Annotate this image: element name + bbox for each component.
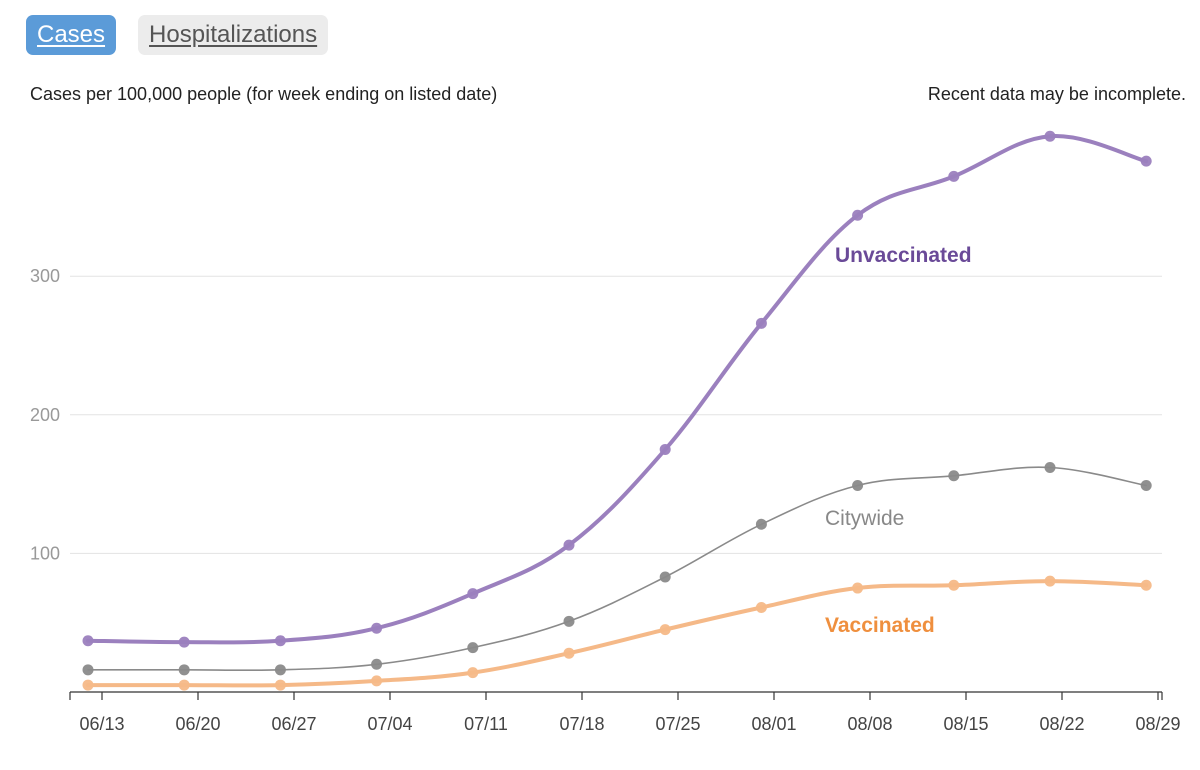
vaccinated-point[interactable]	[1044, 575, 1056, 587]
vaccinated-point[interactable]	[82, 679, 94, 691]
citywide-point[interactable]	[178, 664, 190, 676]
vaccinated-point[interactable]	[1140, 579, 1152, 591]
x-tick-label: 06/13	[79, 714, 124, 734]
x-tick-label: 07/11	[464, 714, 508, 734]
grid-lines	[70, 275, 1162, 554]
unvaccinated-series-label: Unvaccinated	[835, 244, 972, 267]
series-labels: Unvaccinated Citywide Vaccinated	[825, 244, 972, 637]
x-tick-label: 08/01	[751, 714, 796, 734]
unvaccinated-point[interactable]	[563, 539, 575, 551]
vaccinated-series-label: Vaccinated	[825, 614, 935, 637]
citywide-point[interactable]	[1140, 479, 1152, 491]
x-tick-label: 08/22	[1039, 714, 1084, 734]
tab-cases[interactable]: Cases	[26, 15, 117, 55]
vaccinated-point[interactable]	[755, 601, 767, 613]
tab-hospitalizations[interactable]: Hospitalizations	[138, 15, 329, 55]
x-tick-label: 07/18	[559, 714, 604, 734]
citywide-point[interactable]	[371, 658, 383, 670]
citywide-point[interactable]	[563, 615, 575, 627]
citywide-series-label: Citywide	[825, 507, 904, 530]
x-tick-label: 08/08	[847, 714, 892, 734]
unvaccinated-point[interactable]	[178, 636, 190, 648]
vaccinated-point[interactable]	[274, 679, 286, 691]
x-tick-label: 08/29	[1135, 714, 1180, 734]
vaccinated-series-line	[86, 579, 1149, 688]
citywide-point[interactable]	[948, 470, 960, 482]
unvaccinated-point[interactable]	[82, 635, 94, 647]
y-tick-label: 100	[30, 543, 60, 563]
unvaccinated-point[interactable]	[274, 635, 286, 647]
vaccinated-point[interactable]	[178, 679, 190, 691]
y-tick-label: 200	[30, 405, 60, 425]
unvaccinated-point[interactable]	[948, 170, 960, 182]
x-tick-label: 06/27	[271, 714, 316, 734]
x-tick-label: 06/20	[175, 714, 220, 734]
citywide-point[interactable]	[82, 664, 94, 676]
x-tick-label: 07/04	[367, 714, 412, 734]
citywide-point[interactable]	[274, 664, 286, 676]
citywide-point[interactable]	[659, 571, 671, 583]
x-axis: 06/13 06/20 06/27 07/04 07/11 07/18 07/25 08/01…	[69, 691, 1181, 734]
vaccinated-point[interactable]	[371, 675, 383, 687]
unvaccinated-point[interactable]	[371, 622, 383, 634]
vaccinated-point[interactable]	[852, 582, 864, 594]
unvaccinated-point[interactable]	[659, 443, 671, 455]
metric-tabs: Cases Hospitalizations	[26, 15, 329, 55]
y-tick-label: 300	[30, 266, 60, 286]
unvaccinated-point[interactable]	[1140, 155, 1152, 167]
vaccinated-point[interactable]	[467, 667, 479, 679]
vaccinated-point[interactable]	[659, 624, 671, 636]
unvaccinated-point[interactable]	[467, 588, 479, 600]
unvaccinated-point[interactable]	[755, 317, 767, 329]
chart-subtitle: Cases per 100,000 people (for week endin…	[30, 84, 498, 104]
vaccinated-point[interactable]	[563, 647, 575, 659]
series-lines	[82, 130, 1152, 691]
citywide-point[interactable]	[1044, 461, 1056, 473]
vaccinated-point[interactable]	[948, 579, 960, 591]
y-axis-ticks: 100 200 300	[30, 266, 60, 563]
citywide-point[interactable]	[467, 642, 479, 654]
unvaccinated-point[interactable]	[852, 209, 864, 221]
citywide-point[interactable]	[755, 518, 767, 530]
unvaccinated-series-line	[86, 134, 1149, 645]
unvaccinated-point[interactable]	[1044, 130, 1056, 142]
citywide-point[interactable]	[852, 479, 864, 491]
data-incomplete-note: Recent data may be incomplete.	[927, 84, 1186, 104]
x-tick-label: 08/15	[943, 714, 988, 734]
x-tick-label: 07/25	[655, 714, 700, 734]
